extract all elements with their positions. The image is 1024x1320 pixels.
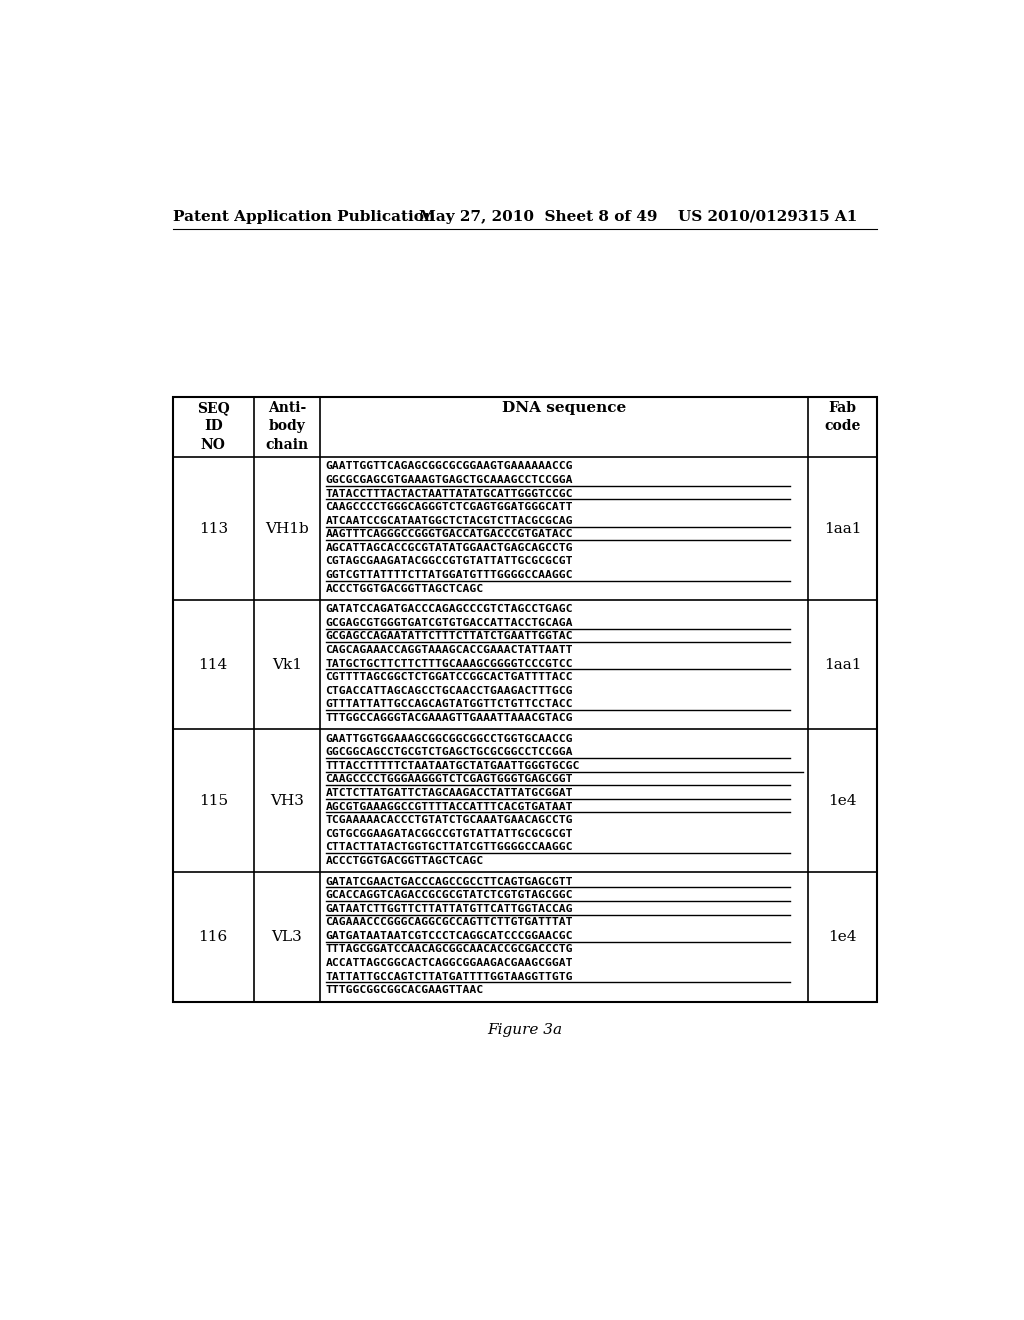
Text: GATATCCAGATGACCCAGAGCCCGTCTAGCCTGAGC: GATATCCAGATGACCCAGAGCCCGTCTAGCCTGAGC bbox=[326, 605, 573, 614]
Text: ATCTCTTATGATTCTAGCAAGACCTATTATGCGGAT: ATCTCTTATGATTCTAGCAAGACCTATTATGCGGAT bbox=[326, 788, 573, 797]
Text: VH1b: VH1b bbox=[265, 521, 309, 536]
Text: AGCATTAGCACCGCGTATATGGAACTGAGCAGCCTG: AGCATTAGCACCGCGTATATGGAACTGAGCAGCCTG bbox=[326, 543, 573, 553]
Text: GGCGGCAGCCTGCGTCTGAGCTGCGCGGCCTCCGGA: GGCGGCAGCCTGCGTCTGAGCTGCGCGGCCTCCGGA bbox=[326, 747, 573, 758]
Text: ACCCTGGTGACGGTTAGCTCAGC: ACCCTGGTGACGGTTAGCTCAGC bbox=[326, 583, 483, 594]
Text: CAGCAGAAACCAGGTAAAGCACCGAAACTATTAATT: CAGCAGAAACCAGGTAAAGCACCGAAACTATTAATT bbox=[326, 645, 573, 655]
Text: Figure 3a: Figure 3a bbox=[487, 1023, 562, 1038]
Text: GGTCGTTATTTTCTTATGGATGTTTGGGGCCAAGGC: GGTCGTTATTTTCTTATGGATGTTTGGGGCCAAGGC bbox=[326, 570, 573, 579]
Text: GTTTATTATTGCCAGCAGTATGGTTCTGTTCCTACC: GTTTATTATTGCCAGCAGTATGGTTCTGTTCCTACC bbox=[326, 700, 573, 709]
Text: 115: 115 bbox=[199, 793, 227, 808]
Text: May 27, 2010  Sheet 8 of 49: May 27, 2010 Sheet 8 of 49 bbox=[419, 210, 657, 224]
Text: 1aa1: 1aa1 bbox=[823, 521, 861, 536]
Text: US 2010/0129315 A1: US 2010/0129315 A1 bbox=[678, 210, 858, 224]
Text: ACCCTGGTGACGGTTAGCTCAGC: ACCCTGGTGACGGTTAGCTCAGC bbox=[326, 855, 483, 866]
Text: TATTATTGCCAGTCTTATGATTTTGGTAAGGTTGTG: TATTATTGCCAGTCTTATGATTTTGGTAAGGTTGTG bbox=[326, 972, 573, 982]
Text: GCGAGCGTGGGTGATCGTGTGACCATTACCTGCAGA: GCGAGCGTGGGTGATCGTGTGACCATTACCTGCAGA bbox=[326, 618, 573, 628]
Text: 1aa1: 1aa1 bbox=[823, 657, 861, 672]
Text: TATGCTGCTTCTTCTTTGCAAAGCGGGGTCCCGTCC: TATGCTGCTTCTTCTTTGCAAAGCGGGGTCCCGTCC bbox=[326, 659, 573, 669]
Text: Fab
code: Fab code bbox=[824, 401, 861, 433]
Text: GATATCGAACTGACCCAGCCGCCTTCAGTGAGCGTT: GATATCGAACTGACCCAGCCGCCTTCAGTGAGCGTT bbox=[326, 876, 573, 887]
Text: GCGAGCCAGAATATTCTTTCTTATCTGAATTGGTAC: GCGAGCCAGAATATTCTTTCTTATCTGAATTGGTAC bbox=[326, 631, 573, 642]
Text: 1e4: 1e4 bbox=[828, 929, 857, 944]
Text: Anti-
body
chain: Anti- body chain bbox=[265, 401, 308, 451]
Text: 116: 116 bbox=[199, 929, 228, 944]
Text: Vk1: Vk1 bbox=[272, 657, 302, 672]
Text: VL3: VL3 bbox=[271, 929, 302, 944]
Text: TATACCTTTACTACTAATTATATGCATTGGGTCCGC: TATACCTTTACTACTAATTATATGCATTGGGTCCGC bbox=[326, 488, 573, 499]
Text: Patent Application Publication: Patent Application Publication bbox=[173, 210, 435, 224]
Text: 114: 114 bbox=[199, 657, 228, 672]
Text: ACCATTAGCGGCACTCAGGCGGAAGACGAAGCGGAT: ACCATTAGCGGCACTCAGGCGGAAGACGAAGCGGAT bbox=[326, 958, 573, 968]
Text: GAATTGGTGGAAAGCGGCGGCGGCCTGGTGCAACCG: GAATTGGTGGAAAGCGGCGGCGGCCTGGTGCAACCG bbox=[326, 734, 573, 743]
Text: GAATTGGTTCAGAGCGGCGCGGAAGTGAAAAAACCG: GAATTGGTTCAGAGCGGCGCGGAAGTGAAAAAACCG bbox=[326, 462, 573, 471]
Text: 1e4: 1e4 bbox=[828, 793, 857, 808]
Text: VH3: VH3 bbox=[270, 793, 304, 808]
Text: TTTACCTTTTTCTAATAATGCTATGAATTGGGTGCGC: TTTACCTTTTTCTAATAATGCTATGAATTGGGTGCGC bbox=[326, 760, 580, 771]
Text: CTGACCATTAGCAGCCTGCAACCTGAAGACTTTGCG: CTGACCATTAGCAGCCTGCAACCTGAAGACTTTGCG bbox=[326, 686, 573, 696]
Text: GATGATAATAATCGTCCCTCAGGCATCCCGGAACGC: GATGATAATAATCGTCCCTCAGGCATCCCGGAACGC bbox=[326, 931, 573, 941]
Text: CGTGCGGAAGATACGGCCGTGTATTATTGCGCGCGT: CGTGCGGAAGATACGGCCGTGTATTATTGCGCGCGT bbox=[326, 829, 573, 838]
Text: CAGAAACCCGGGCAGGCGCCAGTTCTTGTGATTTAT: CAGAAACCCGGGCAGGCGCCAGTTCTTGTGATTTAT bbox=[326, 917, 573, 927]
Text: CTTACTTATACTGGTGCTTATCGTTGGGGCCAAGGC: CTTACTTATACTGGTGCTTATCGTTGGGGCCAAGGC bbox=[326, 842, 573, 853]
Text: GGCGCGAGCGTGAAAGTGAGCTGCAAAGCCTCCGGA: GGCGCGAGCGTGAAAGTGAGCTGCAAAGCCTCCGGA bbox=[326, 475, 573, 484]
Text: CGTTTTAGCGGCTCTGGATCCGGCACTGATTTTACC: CGTTTTAGCGGCTCTGGATCCGGCACTGATTTTACC bbox=[326, 672, 573, 682]
Text: CGTAGCGAAGATACGGCCGTGTATTATTGCGCGCGT: CGTAGCGAAGATACGGCCGTGTATTATTGCGCGCGT bbox=[326, 557, 573, 566]
Text: CAAGCCCCTGGGAAGGGTCTCGAGTGGGTGAGCGGT: CAAGCCCCTGGGAAGGGTCTCGAGTGGGTGAGCGGT bbox=[326, 775, 573, 784]
Text: DNA sequence: DNA sequence bbox=[502, 401, 627, 414]
Text: TTTAGCGGATCCAACAGCGGCAACACCGCGACCCTG: TTTAGCGGATCCAACAGCGGCAACACCGCGACCCTG bbox=[326, 944, 573, 954]
Text: GCACCAGGTCAGACCGCGCGTATCTCGTGTAGCGGC: GCACCAGGTCAGACCGCGCGTATCTCGTGTAGCGGC bbox=[326, 890, 573, 900]
Text: GATAATCTTGGTTCTTATTATGTTCATTGGTACCAG: GATAATCTTGGTTCTTATTATGTTCATTGGTACCAG bbox=[326, 904, 573, 913]
Text: TTTGGCCAGGGTACGAAAGTTGAAATTAAACGTACG: TTTGGCCAGGGTACGAAAGTTGAAATTAAACGTACG bbox=[326, 713, 573, 723]
Text: AGCGTGAAAGGCCGTTTTACCATTTCACGTGATAAT: AGCGTGAAAGGCCGTTTTACCATTTCACGTGATAAT bbox=[326, 801, 573, 812]
Text: 113: 113 bbox=[199, 521, 227, 536]
Bar bbox=[173, 397, 877, 1002]
Text: ATCAATCCGCATAATGGCTCTACGTCTTACGCGCAG: ATCAATCCGCATAATGGCTCTACGTCTTACGCGCAG bbox=[326, 516, 573, 525]
Text: TCGAAAAACACCCTGTATCTGCAAATGAACAGCCTG: TCGAAAAACACCCTGTATCTGCAAATGAACAGCCTG bbox=[326, 814, 573, 825]
Text: AAGTTTCAGGGCCGGGTGACCATGACCCGTGATACC: AAGTTTCAGGGCCGGGTGACCATGACCCGTGATACC bbox=[326, 529, 573, 540]
Text: TTTGGCGGCGGCACGAAGTTAAC: TTTGGCGGCGGCACGAAGTTAAC bbox=[326, 985, 483, 995]
Text: SEQ
ID
NO: SEQ ID NO bbox=[197, 401, 229, 451]
Text: CAAGCCCCTGGGCAGGGTCTCGAGTGGATGGGCATT: CAAGCCCCTGGGCAGGGTCTCGAGTGGATGGGCATT bbox=[326, 502, 573, 512]
